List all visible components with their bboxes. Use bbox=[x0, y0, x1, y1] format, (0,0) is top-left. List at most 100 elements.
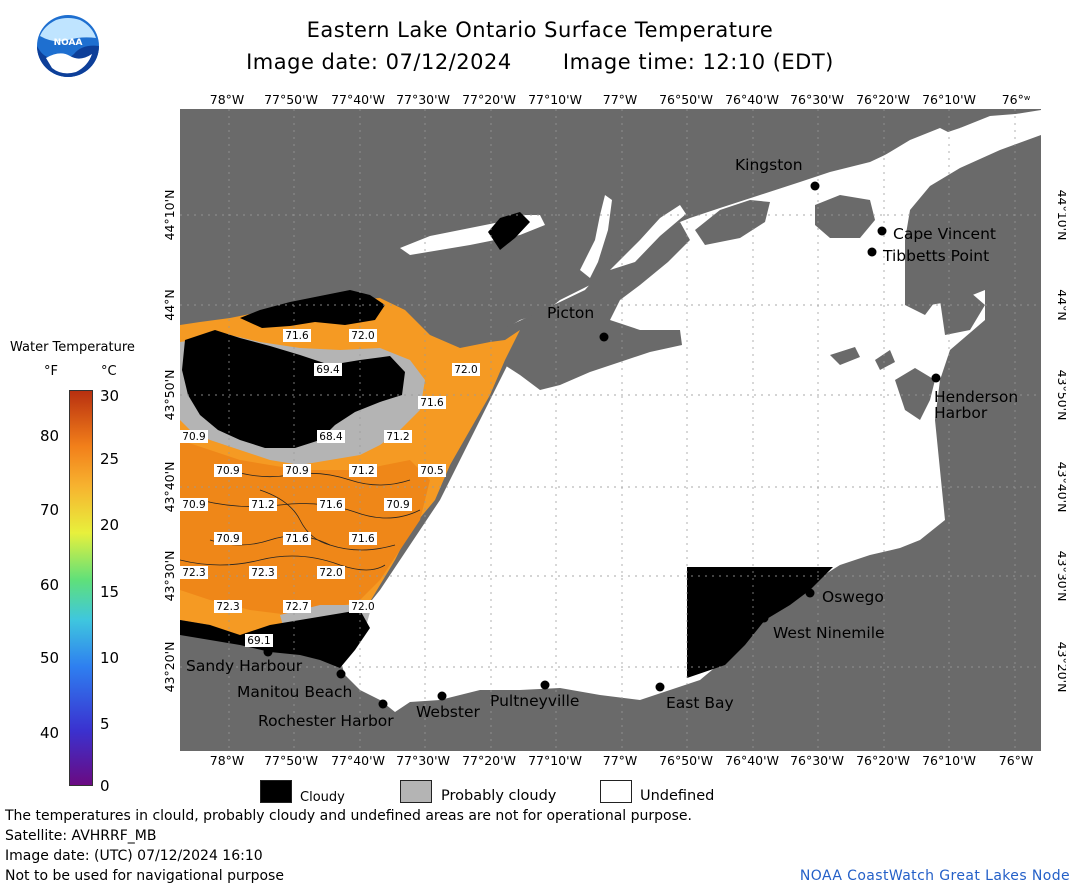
tick-c: 10 bbox=[100, 649, 120, 667]
satellite-text: Satellite: AVHRRF_MB bbox=[5, 828, 157, 844]
lat-label: 43°20'N bbox=[1055, 642, 1066, 693]
key-swatch-undefined bbox=[600, 780, 632, 803]
tick-f: 60 bbox=[40, 576, 60, 594]
lat-label: 43°30'N bbox=[162, 551, 177, 602]
svg-text:72.3: 72.3 bbox=[216, 601, 239, 613]
tick-c: 5 bbox=[100, 715, 110, 733]
lat-label: 43°40'N bbox=[1055, 462, 1066, 513]
temp-label: 70.9 bbox=[180, 430, 208, 443]
tibbetts-label: Tibbetts Point bbox=[882, 247, 989, 265]
key-label-cloudy: Cloudy bbox=[300, 790, 345, 805]
place-names: Kingston Cape Vincent Tibbetts Point Pic… bbox=[186, 156, 1018, 730]
lon-label: 76°30'W bbox=[790, 92, 844, 107]
cloud-patch-oswego bbox=[687, 567, 833, 678]
temp-label: 71.6 bbox=[418, 396, 446, 409]
svg-text:72.3: 72.3 bbox=[251, 567, 274, 579]
lake-undefined-area bbox=[340, 112, 1041, 712]
temp-label: 71.6 bbox=[283, 532, 311, 545]
temp-label: 71.2 bbox=[249, 498, 277, 511]
prince-edward-land bbox=[470, 222, 690, 390]
rochester-label: Rochester Harbor bbox=[258, 712, 394, 730]
henderson-land bbox=[895, 368, 935, 420]
pultneyville-label: Pultneyville bbox=[490, 692, 579, 710]
lon-label: 77°40'W bbox=[331, 753, 385, 768]
lon-label: 76°10'W bbox=[922, 92, 976, 107]
disclaimer-text: The temperatures in clould, probably clo… bbox=[5, 808, 692, 824]
island-land bbox=[815, 195, 875, 238]
west-ninemile-marker bbox=[759, 613, 769, 623]
lon-label: 76°20'W bbox=[856, 753, 910, 768]
lon-label: 76°50'W bbox=[659, 92, 713, 107]
svg-text:72.0: 72.0 bbox=[351, 601, 374, 613]
lon-label: 76°40'W bbox=[725, 753, 779, 768]
svg-text:72.0: 72.0 bbox=[319, 567, 342, 579]
tick-f: 40 bbox=[40, 724, 60, 742]
temp-label: 70.5 bbox=[418, 464, 446, 477]
svg-text:70.9: 70.9 bbox=[216, 465, 239, 477]
svg-text:71.2: 71.2 bbox=[386, 431, 409, 443]
lon-label: 77°40'W bbox=[331, 92, 385, 107]
svg-text:72.7: 72.7 bbox=[285, 601, 308, 613]
noaa-logo: NOAA bbox=[37, 15, 99, 77]
picton-marker bbox=[599, 332, 609, 342]
cloud-region bbox=[180, 610, 370, 668]
lon-label: 77°50'W bbox=[264, 753, 318, 768]
tick-f: 80 bbox=[40, 427, 60, 445]
west-ninemile-label: West Ninemile bbox=[773, 624, 885, 642]
henderson-marker bbox=[931, 373, 941, 383]
svg-text:71.6: 71.6 bbox=[420, 397, 444, 409]
lat-label: 43°30'N bbox=[1055, 551, 1066, 602]
latitude-labels-left: 44°10'N 44°N 43°50'N 43°40'N 43°30'N 43°… bbox=[162, 190, 177, 693]
lon-label: 76°50'W bbox=[659, 753, 713, 768]
temp-label: 71.2 bbox=[349, 464, 377, 477]
manitou-marker bbox=[336, 669, 346, 679]
lon-label: 77°10'W bbox=[528, 753, 582, 768]
svg-text:71.6: 71.6 bbox=[319, 499, 343, 511]
rochester-marker bbox=[378, 699, 388, 709]
tick-f: 50 bbox=[40, 649, 60, 667]
temp-label: 72.0 bbox=[317, 566, 345, 579]
kingston-label: Kingston bbox=[735, 156, 803, 174]
tick-f: 70 bbox=[40, 501, 60, 519]
temperature-labels: 71.6 72.0 69.4 72.0 71.6 68.4 71.2 70.9 … bbox=[180, 329, 480, 647]
pultneyville-marker bbox=[540, 680, 550, 690]
temp-label: 69.4 bbox=[314, 363, 342, 376]
temp-label: 70.9 bbox=[214, 464, 242, 477]
channel-undefined bbox=[580, 195, 612, 278]
lat-label: 44°10'N bbox=[162, 190, 177, 241]
map-title: Eastern Lake Ontario Surface Temperature bbox=[306, 18, 774, 42]
credit-text: NOAA CoastWatch Great Lakes Node bbox=[799, 868, 1070, 884]
island-land bbox=[905, 275, 940, 315]
tick-c: 15 bbox=[100, 583, 120, 601]
kingston-marker bbox=[810, 181, 820, 191]
henderson-label: Henderson bbox=[934, 388, 1018, 406]
logo-text: NOAA bbox=[54, 38, 83, 48]
svg-text:71.6: 71.6 bbox=[351, 533, 375, 545]
channel-undefined bbox=[610, 205, 686, 270]
lake-temperature-map: 71.6 72.0 69.4 72.0 71.6 68.4 71.2 70.9 … bbox=[180, 109, 1041, 751]
temp-label: 72.0 bbox=[349, 329, 377, 342]
svg-text:72.0: 72.0 bbox=[351, 330, 374, 342]
svg-text:72.3: 72.3 bbox=[182, 567, 205, 579]
lon-label: 76°30'W bbox=[790, 753, 844, 768]
image-date: Image date: 07/12/2024 bbox=[246, 50, 512, 74]
tibbetts-marker bbox=[867, 247, 877, 257]
unit-celsius: °C bbox=[101, 364, 117, 379]
lon-label: 78°W bbox=[209, 753, 245, 768]
key-swatch-cloudy bbox=[260, 780, 292, 803]
oswego-marker bbox=[805, 588, 815, 598]
key-label-probably-cloudy: Probably cloudy bbox=[441, 788, 557, 804]
svg-text:71.2: 71.2 bbox=[251, 499, 274, 511]
channel-undefined bbox=[880, 128, 960, 172]
svg-text:70.9: 70.9 bbox=[386, 499, 409, 511]
svg-text:71.2: 71.2 bbox=[351, 465, 374, 477]
lon-label: 76°ʷ bbox=[1001, 92, 1031, 107]
lon-label: 77°30'W bbox=[396, 92, 450, 107]
temp-label: 71.2 bbox=[384, 430, 412, 443]
temp-label: 70.9 bbox=[283, 464, 311, 477]
lon-label: 78°W bbox=[209, 92, 245, 107]
tick-c: 20 bbox=[100, 516, 120, 534]
lat-label: 44°N bbox=[1055, 289, 1066, 321]
cloud-region bbox=[488, 212, 530, 250]
temp-label: 72.3 bbox=[180, 566, 208, 579]
